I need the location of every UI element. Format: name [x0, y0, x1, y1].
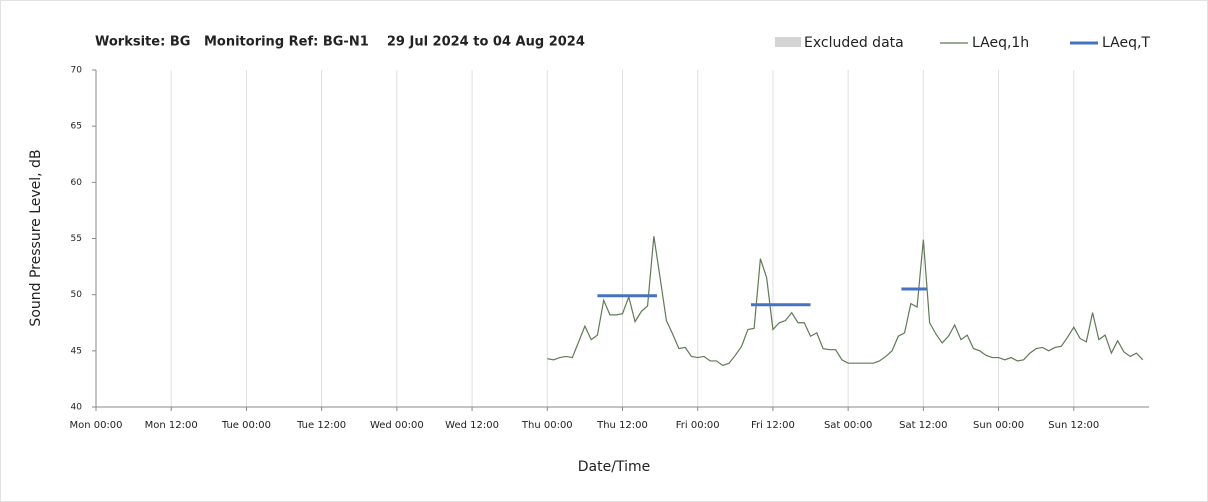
x-tick-label: Sat 00:00	[824, 420, 872, 431]
y-axis-label: Sound Pressure Level, dB	[28, 149, 44, 326]
y-tick-label: 45	[71, 346, 82, 356]
chart-title: Worksite: BG Monitoring Ref: BG-N1 29 Ju…	[95, 35, 585, 50]
x-tick-label: Thu 12:00	[596, 420, 648, 431]
x-tick-label: Tue 12:00	[296, 420, 346, 431]
x-tick-label: Sun 12:00	[1048, 420, 1099, 431]
x-tick-label: Sun 00:00	[973, 420, 1024, 431]
x-tick-label: Mon 00:00	[69, 420, 122, 431]
y-tick-label: 50	[71, 290, 83, 300]
y-tick-label: 60	[71, 178, 83, 188]
x-tick-label: Sat 12:00	[899, 420, 947, 431]
y-tick-label: 55	[71, 234, 82, 244]
legend-label: Excluded data	[804, 35, 904, 51]
legend-swatch	[775, 37, 801, 47]
x-tick-label: Fri 12:00	[751, 420, 795, 431]
x-tick-label: Tue 00:00	[221, 420, 271, 431]
legend-label: LAeq,T	[1102, 35, 1150, 51]
y-tick-label: 40	[71, 403, 83, 413]
series-line	[547, 236, 1144, 367]
y-tick-label: 70	[71, 66, 83, 76]
x-tick-label: Thu 00:00	[521, 420, 573, 431]
x-tick-label: Fri 00:00	[676, 420, 720, 431]
legend-label: LAeq,1h	[972, 35, 1029, 51]
x-axis-label: Date/Time	[578, 459, 650, 475]
x-tick-label: Wed 12:00	[445, 420, 499, 431]
x-tick-label: Mon 12:00	[145, 420, 198, 431]
y-tick-label: 65	[71, 122, 82, 132]
x-tick-label: Wed 00:00	[370, 420, 424, 431]
